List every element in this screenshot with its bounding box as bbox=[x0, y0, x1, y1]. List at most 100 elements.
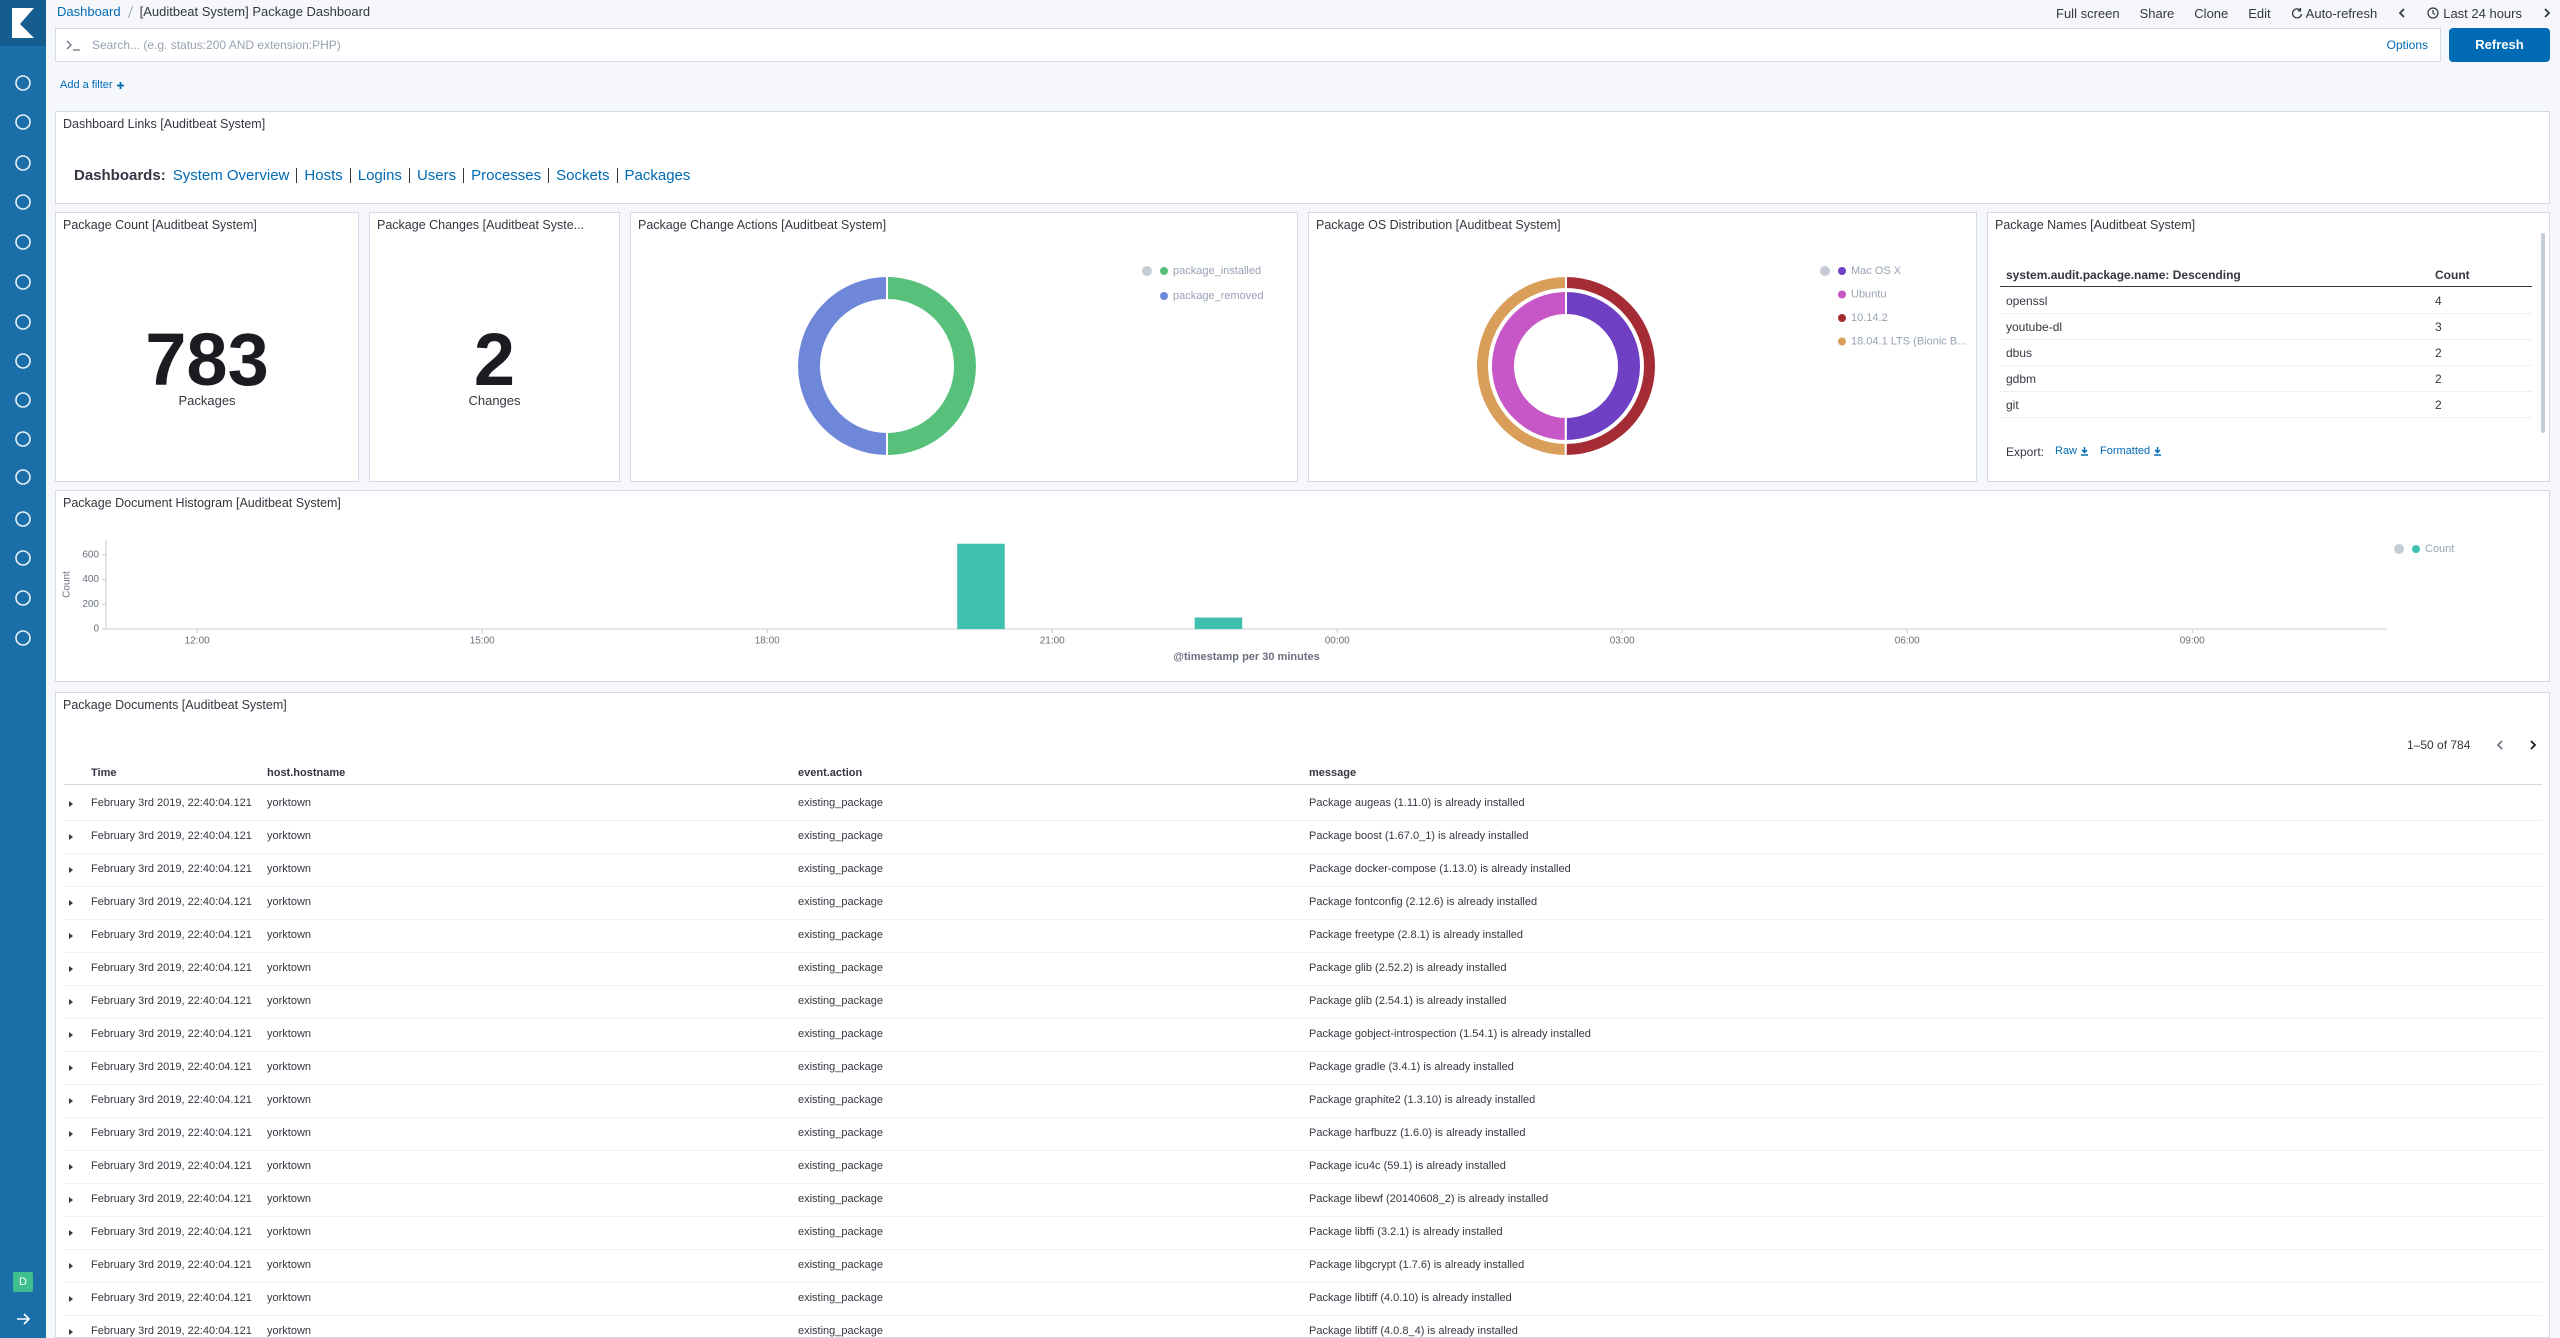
scrollbar bbox=[2541, 233, 2545, 433]
table-cell: yorktown bbox=[267, 1028, 312, 1040]
link-separator bbox=[616, 168, 618, 183]
dashboard-link[interactable]: Users bbox=[416, 167, 457, 184]
column-header[interactable]: message bbox=[1309, 767, 1357, 779]
time-range: Last 24 hours bbox=[2443, 5, 2522, 21]
icon bbox=[2496, 740, 2537, 750]
table-cell: Package freetype (2.8.1) is already inst… bbox=[1309, 929, 1524, 941]
export-link[interactable]: Formatted bbox=[2100, 445, 2162, 457]
links-panel: Dashboard Links [Auditbeat System] Dashbo… bbox=[55, 111, 2550, 204]
expand-toggle bbox=[69, 966, 73, 972]
pie-panel: Package Change Actions [Auditbeat System… bbox=[630, 212, 1298, 482]
icon bbox=[69, 999, 73, 1005]
dashboard-link[interactable]: Hosts bbox=[304, 167, 343, 184]
dashboard-link[interactable]: Packages bbox=[624, 167, 691, 184]
table-cell: yorktown bbox=[267, 1061, 312, 1073]
add-filter[interactable]: Add a filter bbox=[60, 79, 125, 91]
table-cell: yorktown bbox=[267, 1193, 312, 1205]
icon bbox=[2291, 8, 2302, 19]
user-avatar[interactable]: D bbox=[13, 1272, 33, 1292]
table-cell: February 3rd 2019, 22:40:04.121 bbox=[91, 1061, 252, 1073]
row-rule bbox=[64, 853, 2542, 854]
panel-title: Package Document Histogram [Auditbeat Sy… bbox=[63, 496, 341, 510]
table-cell: existing_package bbox=[798, 995, 884, 1007]
table-cell: Package gobject-introspection (1.54.1) i… bbox=[1309, 1028, 1591, 1040]
plus-icon bbox=[116, 81, 124, 89]
add-filter-label: Add a filter bbox=[60, 79, 113, 91]
table-cell: yorktown bbox=[267, 1226, 312, 1238]
breadcrumb-link[interactable]: Dashboard bbox=[57, 4, 121, 19]
table-cell: existing_package bbox=[798, 1193, 884, 1205]
metric-value: 2 bbox=[473, 318, 516, 401]
expand-toggle bbox=[69, 801, 73, 807]
menu-item[interactable]: Share bbox=[2140, 6, 2175, 21]
row-rule bbox=[64, 820, 2542, 821]
table-cell: existing_package bbox=[798, 1160, 884, 1172]
panel-title: Package Names [Auditbeat System] bbox=[1995, 218, 2196, 232]
icon bbox=[2398, 8, 2405, 18]
clock-hand bbox=[2432, 10, 2436, 15]
table-cell: Package icu4c (59.1) is already installe… bbox=[1309, 1160, 1506, 1172]
icon bbox=[2427, 7, 2439, 19]
column-header[interactable]: Time bbox=[91, 767, 117, 779]
icon bbox=[69, 1329, 73, 1335]
export-link[interactable]: Raw bbox=[2055, 445, 2089, 457]
time-picker[interactable]: Last 24 hours bbox=[2427, 6, 2522, 21]
package-names-panel: Package Names [Auditbeat System] system.a… bbox=[1987, 212, 2550, 482]
icon bbox=[69, 1065, 73, 1071]
dashboard-link[interactable]: Sockets bbox=[556, 167, 610, 184]
dashboard-link[interactable]: Logins bbox=[357, 167, 402, 184]
table-cell: 4 bbox=[2435, 294, 2442, 308]
logo-bg bbox=[0, 0, 46, 46]
icon bbox=[69, 1032, 73, 1038]
header-rule bbox=[2000, 286, 2532, 287]
column-header[interactable]: system.audit.package.name: Descending bbox=[2006, 268, 2241, 282]
table-cell: February 3rd 2019, 22:40:04.121 bbox=[91, 830, 252, 842]
logo bbox=[12, 8, 34, 38]
table-cell: existing_package bbox=[798, 1028, 884, 1040]
column-header[interactable]: event.action bbox=[798, 767, 863, 779]
column-header[interactable]: Count bbox=[2435, 268, 2470, 282]
table-cell: yorktown bbox=[267, 995, 312, 1007]
query-bar: Search... (e.g. status:200 AND extension… bbox=[55, 28, 2441, 62]
expand-toggle bbox=[69, 1329, 73, 1335]
nav-icon bbox=[15, 431, 31, 447]
menu-item[interactable]: Edit bbox=[2248, 6, 2270, 21]
clock bbox=[2427, 7, 2439, 19]
menu-item[interactable]: Full screen bbox=[2056, 6, 2120, 21]
nav-icon bbox=[15, 114, 31, 130]
dashboard-link[interactable]: Processes bbox=[471, 167, 542, 184]
nav-icon bbox=[15, 511, 31, 527]
options-link[interactable]: Options bbox=[2386, 38, 2428, 52]
icon bbox=[69, 1230, 73, 1236]
row-rule bbox=[2000, 339, 2532, 340]
table-cell: yorktown bbox=[267, 962, 312, 974]
refresh-button[interactable]: Refresh bbox=[2449, 28, 2550, 62]
dashboard-link[interactable]: System Overview bbox=[172, 167, 290, 184]
row-rule bbox=[64, 1084, 2542, 1085]
icon bbox=[116, 81, 124, 89]
table-cell: Package glib (2.54.1) is already install… bbox=[1309, 995, 1507, 1007]
search-input[interactable]: Search... (e.g. status:200 AND extension… bbox=[92, 38, 341, 52]
link-separator bbox=[296, 168, 298, 183]
table-cell: Package graphite2 (1.3.10) is already in… bbox=[1309, 1094, 1536, 1106]
prev-page bbox=[2496, 740, 2503, 750]
nav-icon bbox=[15, 274, 31, 290]
nav-icon bbox=[15, 630, 31, 646]
nav-icon bbox=[15, 550, 31, 566]
table-cell: February 3rd 2019, 22:40:04.121 bbox=[91, 896, 252, 908]
table-cell: existing_package bbox=[798, 1226, 884, 1238]
menu-item[interactable]: Clone bbox=[2194, 6, 2228, 21]
icon bbox=[2081, 447, 2089, 456]
table-cell: February 3rd 2019, 22:40:04.121 bbox=[91, 1226, 252, 1238]
menu-label: Share bbox=[2139, 5, 2175, 21]
column-header[interactable]: host.hostname bbox=[267, 767, 346, 779]
icon bbox=[69, 966, 73, 972]
menu-item[interactable]: Auto-refresh bbox=[2291, 6, 2377, 21]
table-cell: 3 bbox=[2435, 320, 2442, 334]
table-cell: February 3rd 2019, 22:40:04.121 bbox=[91, 1193, 252, 1205]
export-link-label: Raw bbox=[2055, 445, 2078, 457]
table-cell: yorktown bbox=[267, 929, 312, 941]
table-cell: yorktown bbox=[267, 896, 312, 908]
table-cell: February 3rd 2019, 22:40:04.121 bbox=[91, 1292, 252, 1304]
